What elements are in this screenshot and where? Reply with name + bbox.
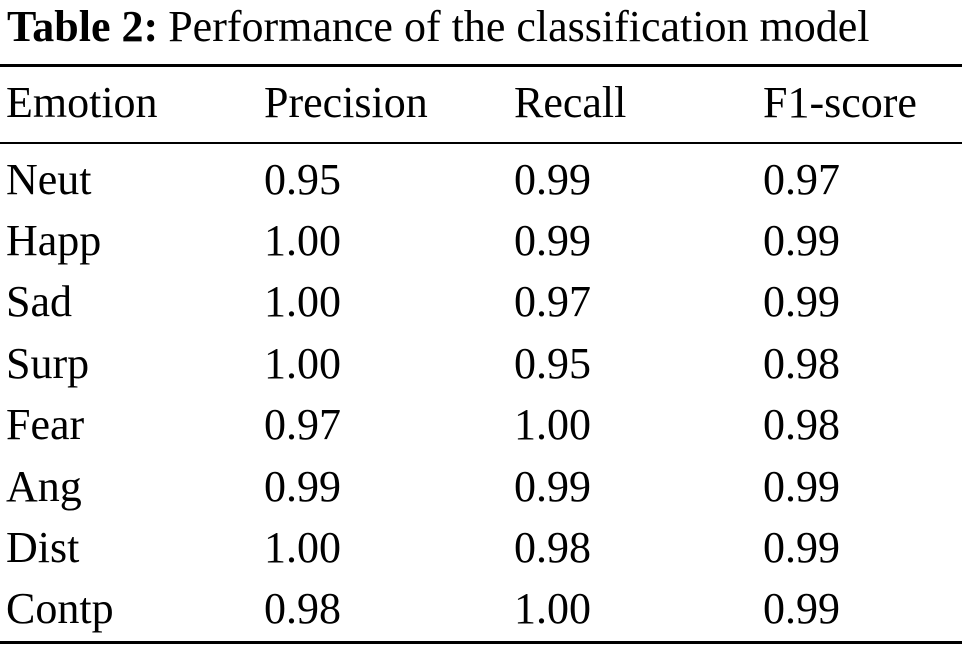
- table-bottom-rule: [0, 641, 962, 644]
- table-cell-precision: 1.00: [264, 339, 341, 388]
- table-cell-recall: 1.00: [514, 584, 591, 633]
- table-cell-emotion: Contp: [6, 584, 114, 633]
- table-cell-emotion: Fear: [6, 400, 85, 449]
- table-cell-emotion: Ang: [6, 462, 82, 511]
- table-cell-precision: 0.95: [264, 155, 341, 204]
- column-header-precision: Precision: [264, 78, 428, 127]
- table-header-rule: [0, 142, 962, 144]
- table-cell-recall: 0.98: [514, 523, 591, 572]
- table-cell-f1-score: 0.99: [763, 277, 840, 326]
- table-caption: Table 2: Performance of the classificatio…: [7, 2, 869, 52]
- table-cell-emotion: Surp: [6, 339, 90, 388]
- table-cell-f1-score: 0.99: [763, 584, 840, 633]
- table-cell-f1-score: 0.99: [763, 523, 840, 572]
- table-cell-f1-score: 0.98: [763, 339, 840, 388]
- column-header-recall: Recall: [514, 78, 627, 127]
- table-cell-recall: 0.99: [514, 216, 591, 265]
- table-caption-label: Table 2:: [7, 2, 159, 51]
- table-cell-recall: 1.00: [514, 400, 591, 449]
- table-cell-recall: 0.95: [514, 339, 591, 388]
- table-cell-f1-score: 0.99: [763, 216, 840, 265]
- table-cell-precision: 0.98: [264, 584, 341, 633]
- table-cell-precision: 1.00: [264, 523, 341, 572]
- table-cell-precision: 1.00: [264, 216, 341, 265]
- table-caption-text: Performance of the classification model: [168, 2, 870, 51]
- column-header-f1-score: F1-score: [763, 78, 917, 127]
- table-cell-emotion: Happ: [6, 216, 102, 265]
- table-cell-emotion: Sad: [6, 277, 72, 326]
- table-cell-precision: 1.00: [264, 277, 341, 326]
- table-cell-f1-score: 0.97: [763, 155, 840, 204]
- table-top-rule: [0, 64, 962, 67]
- table-cell-recall: 0.97: [514, 277, 591, 326]
- table-cell-f1-score: 0.99: [763, 462, 840, 511]
- table-cell-emotion: Dist: [6, 523, 80, 572]
- table-cell-precision: 0.99: [264, 462, 341, 511]
- table-cell-recall: 0.99: [514, 155, 591, 204]
- column-header-emotion: Emotion: [6, 78, 158, 127]
- table-cell-precision: 0.97: [264, 400, 341, 449]
- table-cell-emotion: Neut: [6, 155, 92, 204]
- table-cell-recall: 0.99: [514, 462, 591, 511]
- table-cell-f1-score: 0.98: [763, 400, 840, 449]
